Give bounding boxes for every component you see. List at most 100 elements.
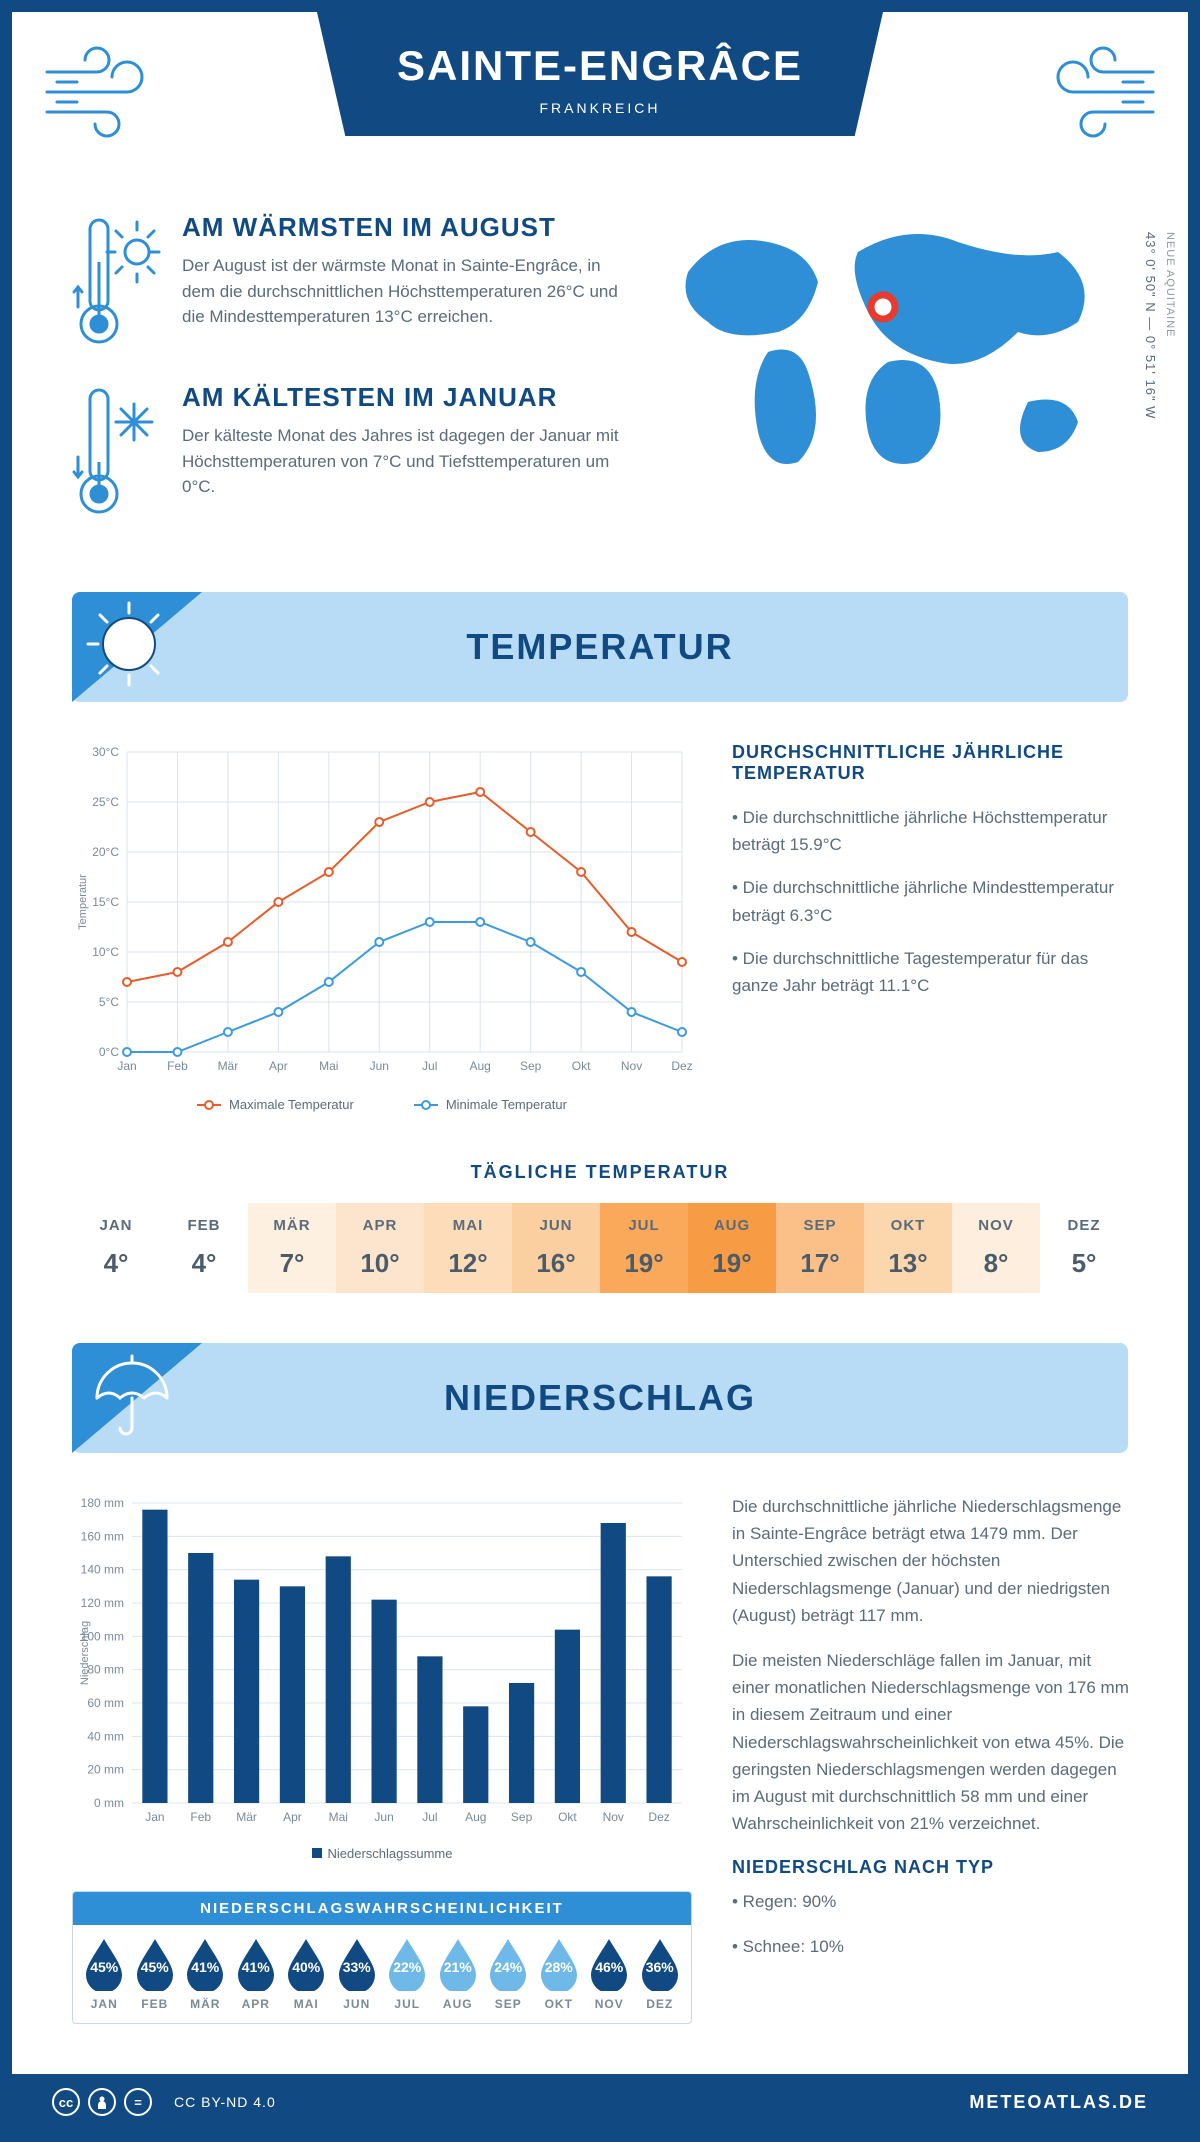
daily-temp-cell: AUG19° (688, 1203, 776, 1293)
legend-item: Maximale Temperatur (197, 1097, 354, 1112)
section-header-precipitation: NIEDERSCHLAG (72, 1343, 1128, 1453)
probability-cell: 33% JUN (334, 1937, 381, 2011)
precip-paragraph: Die durchschnittliche jährliche Niedersc… (732, 1493, 1132, 1629)
by-icon (88, 2088, 116, 2116)
svg-text:Sep: Sep (520, 1059, 542, 1073)
svg-text:Nov: Nov (603, 1810, 624, 1824)
probability-cell: 24% SEP (485, 1937, 532, 2011)
probability-cell: 41% APR (233, 1937, 280, 2011)
svg-text:140 mm: 140 mm (81, 1563, 124, 1577)
wind-icon (1018, 42, 1158, 142)
svg-text:Jun: Jun (374, 1810, 393, 1824)
svg-text:Jan: Jan (117, 1059, 136, 1073)
nd-icon: = (124, 2088, 152, 2116)
svg-text:Temperatur: Temperatur (77, 874, 89, 930)
umbrella-icon (82, 1348, 177, 1443)
coldest-title: AM KÄLTESTEN IM JANUAR (182, 382, 628, 413)
cc-license-icons: cc = CC BY-ND 4.0 (52, 2088, 276, 2116)
probability-cell: 40% MAI (283, 1937, 330, 2011)
license-label: CC BY-ND 4.0 (174, 2094, 276, 2110)
precipitation-bar-chart: 0 mm20 mm40 mm60 mm80 mm100 mm120 mm140 … (72, 1493, 692, 1861)
svg-text:60 mm: 60 mm (87, 1696, 124, 1710)
stats-bullet: • Die durchschnittliche jährliche Mindes… (732, 874, 1132, 928)
probability-cell: 45% FEB (132, 1937, 179, 2011)
temperature-line-chart: 0°C5°C10°C15°C20°C25°C30°CJanFebMärAprMa… (72, 742, 692, 1112)
svg-text:Feb: Feb (167, 1059, 188, 1073)
daily-temp-title: TÄGLICHE TEMPERATUR (12, 1162, 1188, 1183)
raindrop-icon: 45% (82, 1937, 126, 1991)
svg-text:20°C: 20°C (92, 845, 119, 859)
country-label: FRANKREICH (397, 100, 803, 116)
probability-cell: 46% NOV (586, 1937, 633, 2011)
raindrop-icon: 22% (385, 1937, 429, 1991)
page-title: SAINTE-ENGRÂCE (397, 42, 803, 90)
svg-text:Mai: Mai (319, 1059, 338, 1073)
warmest-title: AM WÄRMSTEN IM AUGUST (182, 212, 628, 243)
raindrop-icon: 24% (486, 1937, 530, 1991)
svg-text:Apr: Apr (269, 1059, 288, 1073)
precip-type-title: NIEDERSCHLAG NACH TYP (732, 1857, 1132, 1878)
thermometer-cold-icon (72, 382, 162, 522)
raindrop-icon: 41% (183, 1937, 227, 1991)
region-label: NEUE AQUITAINE (1164, 232, 1176, 337)
probability-cell: 28% OKT (536, 1937, 583, 2011)
svg-text:Mär: Mär (218, 1059, 239, 1073)
precip-type-bullet: • Schnee: 10% (732, 1933, 1132, 1960)
svg-text:Okt: Okt (558, 1810, 577, 1824)
raindrop-icon: 28% (537, 1937, 581, 1991)
probability-cell: 21% AUG (435, 1937, 482, 2011)
svg-text:0 mm: 0 mm (94, 1796, 124, 1810)
svg-text:80 mm: 80 mm (87, 1663, 124, 1677)
svg-text:Dez: Dez (648, 1810, 669, 1824)
svg-text:120 mm: 120 mm (81, 1596, 124, 1610)
daily-temp-cell: MAI12° (424, 1203, 512, 1293)
raindrop-icon: 40% (284, 1937, 328, 1991)
temperature-stats: DURCHSCHNITTLICHE JÄHRLICHE TEMPERATUR •… (732, 742, 1132, 1112)
raindrop-icon: 21% (436, 1937, 480, 1991)
daily-temp-cell: APR10° (336, 1203, 424, 1293)
stats-title: DURCHSCHNITTLICHE JÄHRLICHE TEMPERATUR (732, 742, 1132, 784)
probability-title: NIEDERSCHLAGSWAHRSCHEINLICHKEIT (73, 1892, 691, 1925)
stats-bullet: • Die durchschnittliche Tagestemperatur … (732, 945, 1132, 999)
stats-bullet: • Die durchschnittliche jährliche Höchst… (732, 804, 1132, 858)
raindrop-icon: 46% (587, 1937, 631, 1991)
bar-legend: Niederschlagssumme (72, 1846, 692, 1861)
world-map: NEUE AQUITAINE 43° 0' 50" N — 0° 51' 16"… (668, 212, 1128, 552)
svg-text:160 mm: 160 mm (81, 1529, 124, 1543)
svg-text:10°C: 10°C (92, 945, 119, 959)
coldest-block: AM KÄLTESTEN IM JANUAR Der kälteste Mona… (72, 382, 628, 522)
raindrop-icon: 33% (335, 1937, 379, 1991)
probability-box: NIEDERSCHLAGSWAHRSCHEINLICHKEIT 45% JAN … (72, 1891, 692, 2024)
warmest-body: Der August ist der wärmste Monat in Sain… (182, 253, 628, 330)
svg-text:5°C: 5°C (99, 995, 119, 1009)
daily-temp-cell: JUN16° (512, 1203, 600, 1293)
probability-cell: 45% JAN (81, 1937, 128, 2011)
svg-text:Apr: Apr (283, 1810, 302, 1824)
section-header-temperature: TEMPERATUR (72, 592, 1128, 702)
daily-temp-cell: MÄR7° (248, 1203, 336, 1293)
raindrop-icon: 45% (133, 1937, 177, 1991)
svg-text:Feb: Feb (190, 1810, 211, 1824)
svg-text:Mär: Mär (236, 1810, 257, 1824)
svg-text:Jul: Jul (422, 1810, 437, 1824)
probability-cell: 22% JUL (384, 1937, 431, 2011)
section-title: TEMPERATUR (466, 626, 733, 668)
svg-text:Jun: Jun (370, 1059, 389, 1073)
svg-text:25°C: 25°C (92, 795, 119, 809)
daily-temp-cell: NOV8° (952, 1203, 1040, 1293)
daily-temp-cell: DEZ5° (1040, 1203, 1128, 1293)
brand-label: METEOATLAS.DE (969, 2092, 1148, 2113)
sun-icon (82, 597, 177, 692)
daily-temp-cell: FEB4° (160, 1203, 248, 1293)
top-info-row: AM WÄRMSTEN IM AUGUST Der August ist der… (12, 202, 1188, 592)
precip-type-bullet: • Regen: 90% (732, 1888, 1132, 1915)
svg-text:30°C: 30°C (92, 745, 119, 759)
probability-cell: 36% DEZ (637, 1937, 684, 2011)
daily-temp-cell: JAN4° (72, 1203, 160, 1293)
coldest-body: Der kälteste Monat des Jahres ist dagege… (182, 423, 628, 500)
daily-temp-cell: SEP17° (776, 1203, 864, 1293)
daily-temp-cell: OKT13° (864, 1203, 952, 1293)
section-title: NIEDERSCHLAG (444, 1377, 756, 1419)
svg-text:Jul: Jul (422, 1059, 437, 1073)
svg-text:Jan: Jan (145, 1810, 164, 1824)
